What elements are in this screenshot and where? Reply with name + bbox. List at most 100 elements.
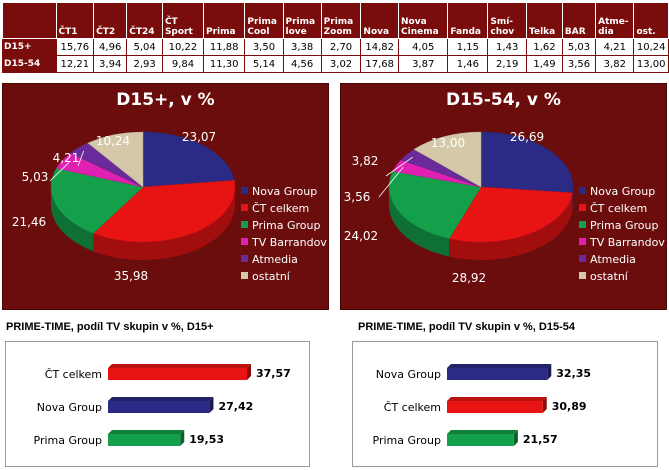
legend-swatch: [241, 272, 248, 279]
pie-data-label: 23,07: [182, 130, 216, 144]
pie-data-label: 28,92: [452, 271, 486, 285]
bar-title-d15plus: PRIME-TIME, podíl TV skupin v %, D15+: [6, 321, 214, 333]
pie-data-label: 26,69: [510, 130, 544, 144]
pie-data-label: 21,46: [12, 215, 46, 229]
legend-entry: Prima Group: [590, 219, 658, 232]
legend-entry: Nova Group: [590, 185, 655, 198]
table-cell: 3,56: [561, 55, 597, 73]
legend-entry: Nova Group: [252, 185, 317, 198]
bar-side: [247, 364, 252, 380]
table-header-row: ČT1 ČT2 ČT24 ČT Sport Prima Prima Cool Prima l…: [2, 2, 669, 39]
bar-category-label: ČT celkem: [384, 401, 441, 414]
table-cell: 1,15: [447, 38, 489, 56]
table-cell: 4,56: [282, 55, 322, 73]
pie-data-label: 13,00: [431, 136, 465, 150]
table-column-header: Fanda: [447, 2, 489, 39]
table-cell: 4,21: [595, 38, 635, 56]
table-corner-cell: [2, 2, 57, 39]
table-column-header: ČT2: [93, 2, 128, 39]
table-cell: 1,46: [447, 55, 489, 73]
pie-data-label: 24,02: [344, 229, 378, 243]
bar: [108, 434, 181, 446]
table-column-header: Nova: [360, 2, 399, 39]
bar-value-label: 21,57: [523, 433, 558, 446]
pie-leader-line: [378, 166, 404, 198]
pie-chart-d15plus: 23,07 35,98 21,46 5,03 4,21 10,24 Nova Group ČT…: [12, 130, 327, 283]
table-row-label: D15+: [2, 38, 57, 56]
bar-value-label: 32,35: [556, 367, 591, 380]
table-cell: 4,96: [93, 38, 128, 56]
bar-category-label: Nova Group: [376, 368, 441, 381]
legend-swatch: [579, 221, 586, 228]
pie-slice: [480, 131, 574, 194]
legend-entry: TV Barrandov: [589, 236, 665, 249]
pie-data-label: 35,98: [114, 269, 148, 283]
legend-entry: ČT celkem: [252, 202, 309, 215]
bar-chart-d15-54: Nova Group 32,35 ČT celkem 30,89 Prima Group…: [373, 364, 591, 447]
table-cell: 1,43: [487, 38, 528, 56]
table-column-header: Atme-dia: [595, 2, 635, 39]
bar-side: [180, 430, 185, 446]
table-cell: 3,87: [397, 55, 449, 73]
table-cell: 1,49: [526, 55, 563, 73]
pie-slice: [142, 131, 235, 188]
table-cell: 11,88: [202, 38, 246, 56]
table-cell: 2,70: [320, 38, 362, 56]
pie-data-label: 4,21: [53, 151, 80, 165]
table-column-header: BAR: [561, 2, 597, 39]
pie-panel-d15-54: D15-54, v % 26,69 28,92 24,02 3,56 3,82 13,00…: [340, 83, 667, 310]
share-table: ČT1 ČT2 ČT24 ČT Sport Prima Prima Cool Prima l…: [2, 2, 669, 73]
table-column-header: Prima Cool: [244, 2, 284, 39]
pie-slice: [448, 186, 573, 243]
pie-slice-side: [93, 187, 236, 260]
table-cell: 9,84: [161, 55, 205, 73]
table-cell: 12,21: [55, 55, 95, 73]
bar: [447, 368, 548, 380]
table-cell: 3,82: [595, 55, 635, 73]
table-cell: 3,50: [244, 38, 284, 56]
table-cell: 10,22: [161, 38, 205, 56]
pie-data-label: 5,03: [22, 170, 49, 184]
legend-swatch: [579, 255, 586, 262]
bar-category-label: Prima Group: [34, 434, 102, 447]
legend-entry: TV Barrandov: [251, 236, 327, 249]
bar-value-label: 37,57: [256, 367, 291, 380]
bar-top: [108, 364, 252, 368]
bar-top: [108, 397, 214, 401]
pie-slice: [413, 131, 482, 188]
bar-top: [447, 397, 547, 401]
table-column-header: ČT24: [126, 2, 163, 39]
table-row: D15-54 12,21 3,94 2,93 9,84 11,30 5,14 4,56 3,02…: [2, 55, 669, 73]
pie-slice: [50, 168, 144, 234]
pie-leader-line: [77, 150, 85, 167]
legend-entry: ostatní: [252, 270, 291, 283]
bar-value-label: 27,42: [218, 400, 253, 413]
table-cell: 5,03: [561, 38, 597, 56]
bar: [447, 401, 543, 413]
legend-swatch: [241, 238, 248, 245]
bar: [447, 434, 514, 446]
table-column-header: ČT1: [55, 2, 95, 39]
table-row: D15+ 15,76 4,96 5,04 10,22 11,88 3,50 3,38 2,70 1…: [2, 38, 669, 56]
table-cell: 1,62: [526, 38, 563, 56]
pie-panel-d15plus: D15+, v % 23,07 35,98 21,46 5,03 4,21 10,24 No…: [2, 83, 329, 310]
table-column-header: Prima Zoom: [320, 2, 362, 39]
table-cell: 2,93: [126, 55, 163, 73]
pie-slice: [87, 131, 144, 188]
pie-title-d15plus: D15+, v %: [116, 90, 215, 110]
legend-entry: Prima Group: [252, 219, 320, 232]
table-cell: 2,19: [487, 55, 528, 73]
pie-slice-side: [51, 187, 94, 252]
legend-entry: ČT celkem: [590, 202, 647, 215]
table-cell: 4,05: [397, 38, 449, 56]
bar-value-label: 19,53: [189, 433, 224, 446]
pie-slice: [92, 180, 236, 243]
table-column-header: Telka: [526, 2, 563, 39]
bar-category-label: ČT celkem: [45, 368, 102, 381]
table-cell: 17,68: [360, 55, 399, 73]
table-cell: 5,14: [244, 55, 284, 73]
table-cell: 11,30: [202, 55, 246, 73]
table-column-header: ost.: [633, 2, 669, 39]
pie-data-label: 3,56: [344, 190, 371, 204]
bar-side: [513, 430, 518, 446]
